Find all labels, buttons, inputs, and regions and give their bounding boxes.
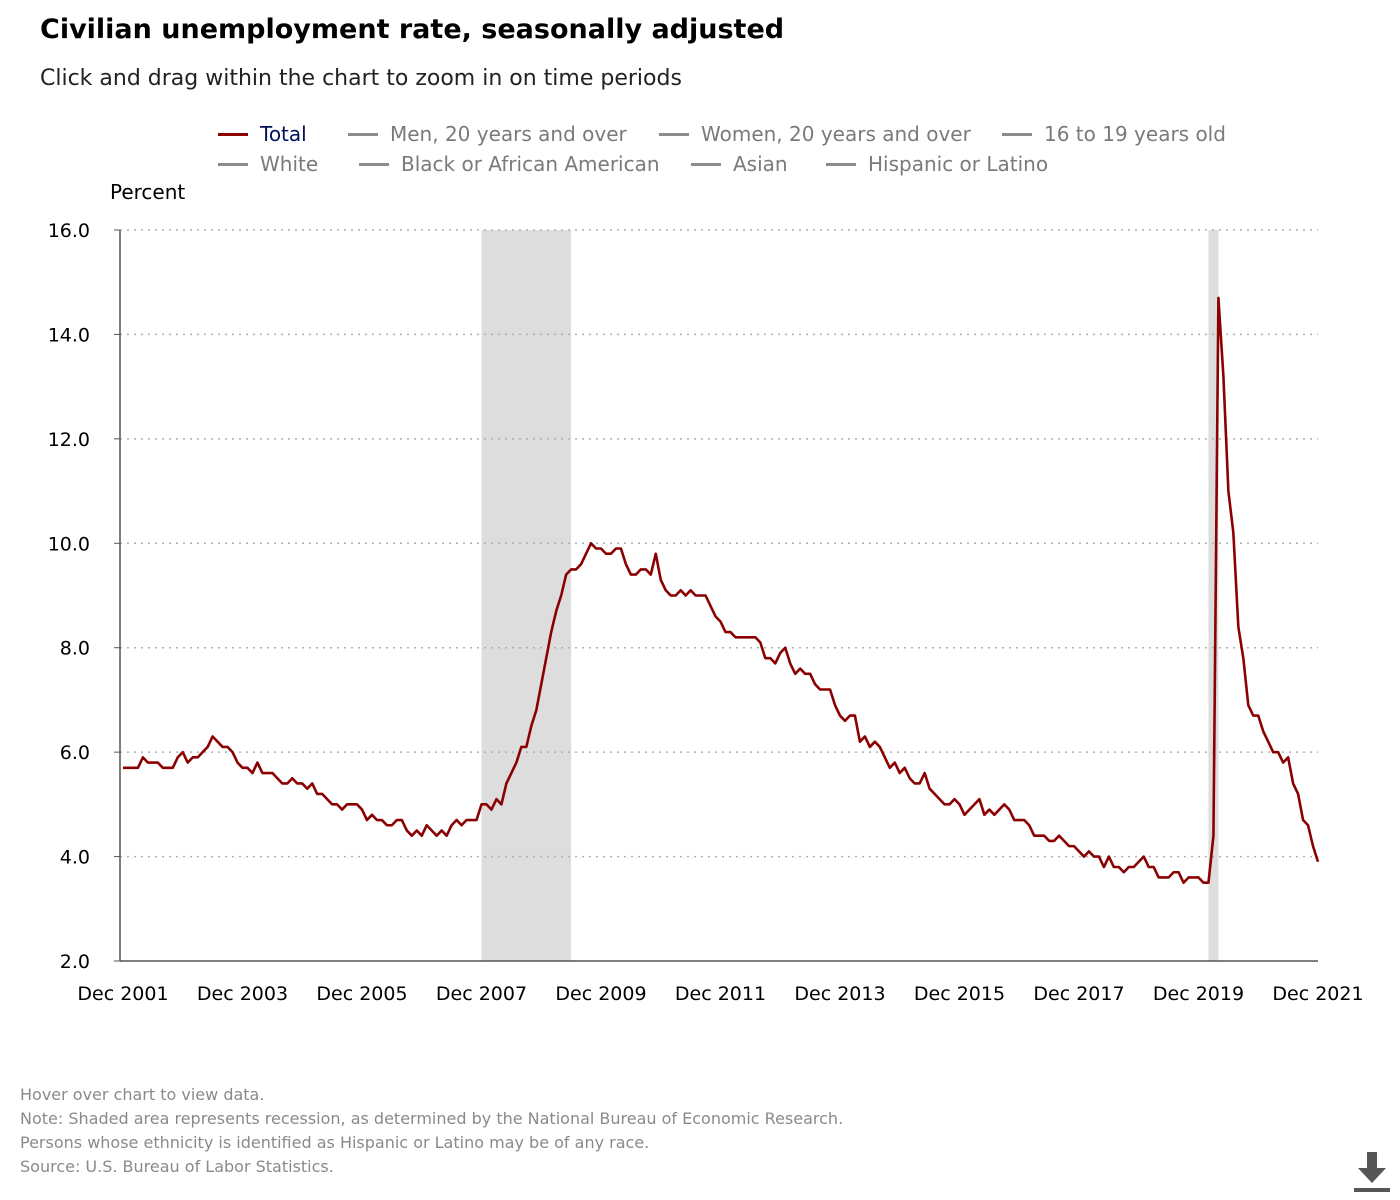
x-tick-label: Dec 2001	[77, 983, 168, 1005]
note-hover: Hover over chart to view data.	[20, 1085, 265, 1104]
legend-swatch	[659, 132, 689, 136]
series-line-total[interactable]	[123, 296, 1320, 884]
x-tick-label: Dec 2009	[555, 983, 646, 1005]
legend-label: Asian	[733, 152, 788, 176]
chart-title: Civilian unemployment rate, seasonally a…	[40, 14, 785, 45]
legend-label: White	[260, 152, 319, 176]
legend-label: 16 to 19 years old	[1044, 122, 1226, 146]
y-tick-label: 2.0	[60, 951, 90, 973]
legend-item-white[interactable]: White	[218, 152, 318, 176]
legend-item-16-to-19[interactable]: 16 to 19 years old	[1002, 122, 1226, 146]
legend-item-total[interactable]: Total	[218, 122, 307, 146]
note-source: Source: U.S. Bureau of Labor Statistics.	[20, 1157, 334, 1176]
recession-shading	[481, 230, 1219, 961]
x-tick-label: Dec 2007	[436, 983, 527, 1005]
note-recession: Note: Shaded area represents recession, …	[20, 1109, 844, 1128]
legend-swatch	[218, 132, 248, 136]
x-tick-labels: Dec 2001 Dec 2003 Dec 2005 Dec 2007 Dec 2009…	[77, 983, 1363, 1005]
legend-item-black[interactable]: Black or African American	[359, 152, 660, 176]
legend-label: Women, 20 years and over	[701, 122, 971, 146]
y-tick-label: 16.0	[48, 220, 90, 242]
recession-band-1	[1208, 230, 1219, 961]
x-tick-label: Dec 2003	[197, 983, 288, 1005]
y-tick-label: 12.0	[48, 429, 90, 451]
chart-notes: Hover over chart to view data. Note: Sha…	[20, 1083, 843, 1179]
legend-swatch	[218, 162, 248, 166]
x-tick-label: Dec 2005	[316, 983, 407, 1005]
gridlines	[120, 229, 1318, 858]
note-ethnicity: Persons whose ethnicity is identified as…	[20, 1133, 650, 1152]
x-tick-label: Dec 2021	[1272, 983, 1363, 1005]
y-tick-label: 14.0	[48, 324, 90, 346]
x-tick-label: Dec 2013	[794, 983, 885, 1005]
download-icon	[1354, 1152, 1390, 1192]
legend-item-asian[interactable]: Asian	[691, 152, 788, 176]
recession-band-0	[481, 230, 572, 961]
y-tick-labels: 2.0 4.0 6.0 8.0 10.0 12.0 14.0 16.0	[48, 220, 120, 973]
chart-subtitle: Click and drag within the chart to zoom …	[40, 66, 682, 91]
x-tick-label: Dec 2019	[1153, 983, 1244, 1005]
legend-swatch	[826, 162, 856, 166]
y-tick-label: 10.0	[48, 533, 90, 555]
legend-item-men[interactable]: Men, 20 years and over	[348, 122, 627, 146]
y-axis-label: Percent	[110, 180, 186, 204]
y-tick-label: 4.0	[60, 847, 90, 869]
legend-label: Total	[260, 122, 307, 146]
x-tick-label: Dec 2015	[914, 983, 1005, 1005]
legend-item-women[interactable]: Women, 20 years and over	[659, 122, 971, 146]
legend-swatch	[348, 132, 378, 136]
download-button[interactable]	[1352, 1150, 1392, 1194]
legend-swatch	[1002, 132, 1032, 136]
line-chart[interactable]: 2.04.06.08.010.012.014.016.0 Dec 2001 Dec…	[0, 0, 1400, 1040]
legend-swatch	[359, 162, 389, 166]
x-tick-label: Dec 2011	[675, 983, 766, 1005]
legend-swatch	[691, 162, 721, 166]
series-layer	[123, 296, 1320, 884]
legend-item-hispanic[interactable]: Hispanic or Latino	[826, 152, 1048, 176]
axes	[119, 230, 1318, 962]
y-tick-label: 8.0	[60, 638, 90, 660]
legend-label: Men, 20 years and over	[390, 122, 627, 146]
legend-label: Black or African American	[401, 152, 660, 176]
x-tick-label: Dec 2017	[1033, 983, 1124, 1005]
y-tick-label: 6.0	[60, 742, 90, 764]
legend-label: Hispanic or Latino	[868, 152, 1049, 176]
